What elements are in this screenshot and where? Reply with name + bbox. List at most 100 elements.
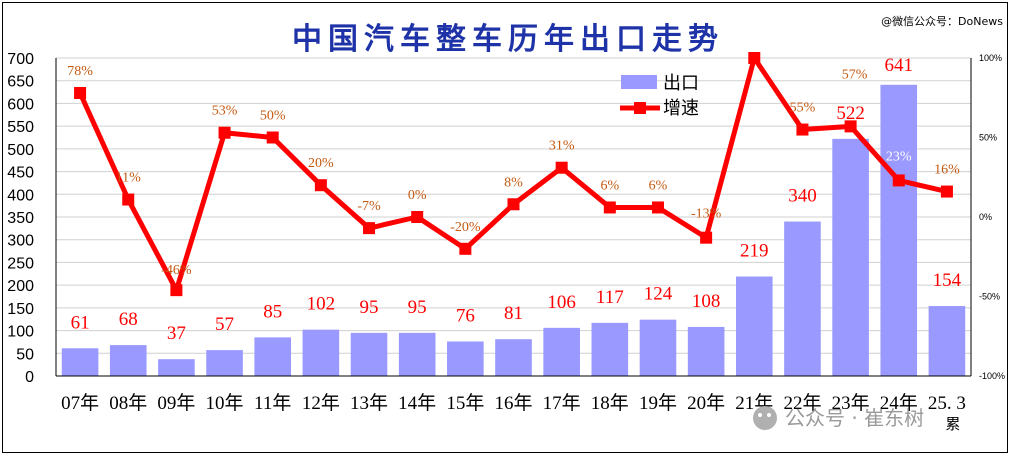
bar-labels: 61 68 37 57 85 102 95 95 76 81 106 117 124 108 219 340 5…: [71, 55, 962, 344]
line-point: [603, 201, 616, 214]
y-tick-label: 450: [7, 165, 34, 182]
credit-text: @微信公众号：DoNews: [881, 14, 1003, 28]
line-point: [651, 201, 664, 214]
y-tick-label: 0: [25, 369, 34, 386]
line-point: [700, 231, 713, 244]
bar: [447, 341, 484, 376]
pct-value-label: 53%: [212, 104, 238, 119]
right-axis-ticks: -100% -50% 0% 50% 100%: [979, 53, 1005, 381]
pct-value-label: -46%: [161, 263, 192, 278]
watermark-text: 公众号 · 崔东树: [785, 406, 924, 430]
bar-value-label: 57: [215, 314, 234, 335]
x-tick-label: 23年: [832, 392, 870, 414]
pct-value-label: 6%: [649, 178, 668, 193]
bar-value-label: 102: [307, 294, 336, 315]
x-tick-label: 11年: [254, 392, 291, 414]
legend-line-label: 增速: [663, 98, 699, 119]
y-tick-label: 650: [7, 74, 34, 91]
bar-value-label: 219: [740, 241, 769, 262]
x-tick-label: 13年: [350, 392, 388, 414]
bar: [880, 84, 918, 376]
bar: [61, 348, 99, 376]
pct-value-label: 16%: [934, 163, 960, 178]
bar-value-label: 124: [644, 284, 673, 305]
x-tick-label: 16年: [494, 392, 532, 414]
line-point: [218, 126, 231, 139]
bar-value-label: 641: [885, 55, 914, 76]
chart-title: 中国汽车整车历年出口走势: [292, 22, 724, 57]
watermark: 公众号 · 崔东树: [753, 406, 924, 430]
pct-value-label: -13%: [691, 207, 722, 222]
line-point: [940, 185, 953, 198]
bar-value-label: 61: [71, 312, 90, 333]
bar-value-label: 68: [119, 309, 138, 330]
line-point: [796, 123, 809, 136]
axes: [55, 58, 972, 377]
bar-value-label: 106: [547, 292, 576, 313]
bar-value-label: 37: [167, 323, 186, 344]
pct-value-label: 6%: [600, 178, 619, 193]
pct-value-label: 11%: [116, 171, 141, 186]
x-tick-label: 08年: [109, 392, 147, 414]
x-tick-label: 15年: [446, 392, 484, 414]
y2-tick-label: -100%: [979, 371, 1005, 381]
pct-value-label: 31%: [549, 139, 575, 154]
line-point: [892, 174, 905, 187]
x-tick-label: 19年: [639, 392, 677, 414]
pct-labels: 78% 11% -46% 53% 50% 20% -7% 0% -20% 8% 31% 6% 6% -13…: [67, 64, 960, 278]
y2-tick-label: 100%: [979, 53, 1002, 63]
line-point: [266, 131, 279, 144]
line-point: [507, 198, 520, 211]
grid-lines: [56, 57, 971, 377]
y-tick-label: 350: [7, 210, 34, 227]
bar: [206, 350, 243, 376]
legend-bar-swatch: [621, 75, 657, 89]
bar-value-label: 154: [933, 270, 962, 291]
bar-value-label: 95: [408, 297, 427, 318]
line-point: [170, 284, 183, 297]
bar-value-label: 85: [263, 301, 282, 322]
wechat-icon: [753, 406, 777, 430]
legend: 出口 增速: [620, 73, 699, 119]
x-tick-label: 14年: [398, 392, 436, 414]
x-tick-label: 24年: [880, 392, 918, 414]
x-tick-label: 25. 3: [928, 393, 966, 414]
line-point: [74, 86, 87, 99]
pct-value-label: 57%: [842, 67, 868, 82]
y-tick-label: 550: [7, 119, 34, 136]
bar: [784, 221, 821, 376]
y-tick-label: 50: [16, 346, 34, 363]
export-trend-chart: 中国汽车整车历年出口走势 @微信公众号：DoNews 0 50 100 150 200 2…: [7, 14, 1005, 433]
x-tick-label: 12年: [302, 392, 340, 414]
x-tick-label: 07年: [61, 392, 99, 414]
bar-value-label: 522: [836, 103, 865, 124]
y-tick-label: 300: [7, 233, 34, 250]
y2-tick-label: 0%: [979, 212, 992, 222]
y-tick-label: 400: [7, 187, 34, 204]
bar: [832, 138, 869, 376]
legend-bar-label: 出口: [663, 73, 699, 94]
bar-series: [61, 84, 966, 376]
x-tick-label: 20年: [687, 392, 725, 414]
bar: [254, 337, 292, 376]
pct-value-label: 78%: [67, 64, 93, 79]
bar-value-label: 108: [692, 291, 721, 312]
bar: [735, 276, 773, 376]
left-axis-ticks: 0 50 100 150 200 250 300 350 400 450 500 550 600 650 7…: [7, 51, 34, 386]
bar-value-label: 117: [596, 287, 624, 308]
bar-value-label: 340: [788, 186, 817, 207]
x-tick-label: 17年: [543, 392, 581, 414]
pct-value-label: 55%: [790, 101, 816, 116]
bar: [350, 332, 388, 376]
bar: [158, 359, 195, 376]
line-point: [122, 193, 135, 206]
bar: [687, 326, 725, 376]
bar: [495, 339, 532, 376]
bar: [398, 332, 436, 376]
x-tick-sublabel: 累: [945, 417, 960, 433]
y2-tick-label: 50%: [979, 133, 997, 143]
bar: [591, 322, 629, 376]
line-point: [459, 242, 472, 255]
y-tick-label: 700: [7, 51, 34, 68]
